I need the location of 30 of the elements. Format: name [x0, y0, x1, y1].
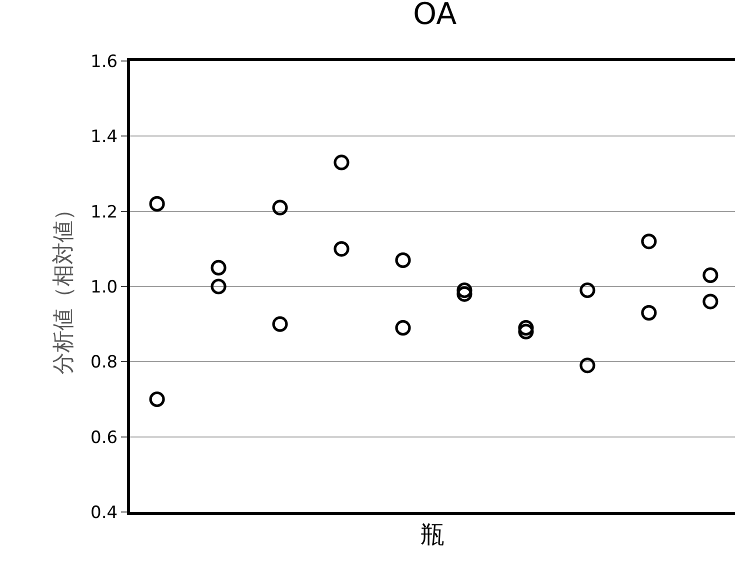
point [518, 320, 534, 336]
y-tick-label: 0.4 [90, 502, 118, 523]
point [272, 316, 288, 332]
point [334, 241, 350, 257]
point [518, 324, 534, 340]
y-tick-label: 1.0 [90, 277, 118, 298]
point [272, 200, 288, 216]
point [395, 252, 411, 268]
y-tick-label: 1.2 [90, 202, 118, 222]
point [395, 320, 411, 336]
point [641, 305, 657, 321]
y-axis-title: 分析値（相対値） [51, 198, 76, 374]
y-tick-label: 1.4 [90, 127, 118, 148]
x-axis-title: 瓶 [420, 520, 444, 548]
point [641, 234, 657, 250]
point [580, 282, 596, 298]
point [210, 278, 226, 294]
point [456, 282, 472, 298]
point [149, 391, 165, 408]
point [334, 154, 350, 170]
point [580, 358, 596, 374]
point [702, 267, 718, 284]
y-tick-label: 0.6 [90, 428, 118, 448]
chart-title: OA [413, 0, 458, 32]
point [149, 196, 165, 212]
point [702, 294, 718, 310]
point [210, 260, 226, 276]
y-tick-label: 0.8 [90, 352, 118, 373]
y-tick-label: 1.6 [90, 52, 118, 72]
point [456, 286, 472, 302]
